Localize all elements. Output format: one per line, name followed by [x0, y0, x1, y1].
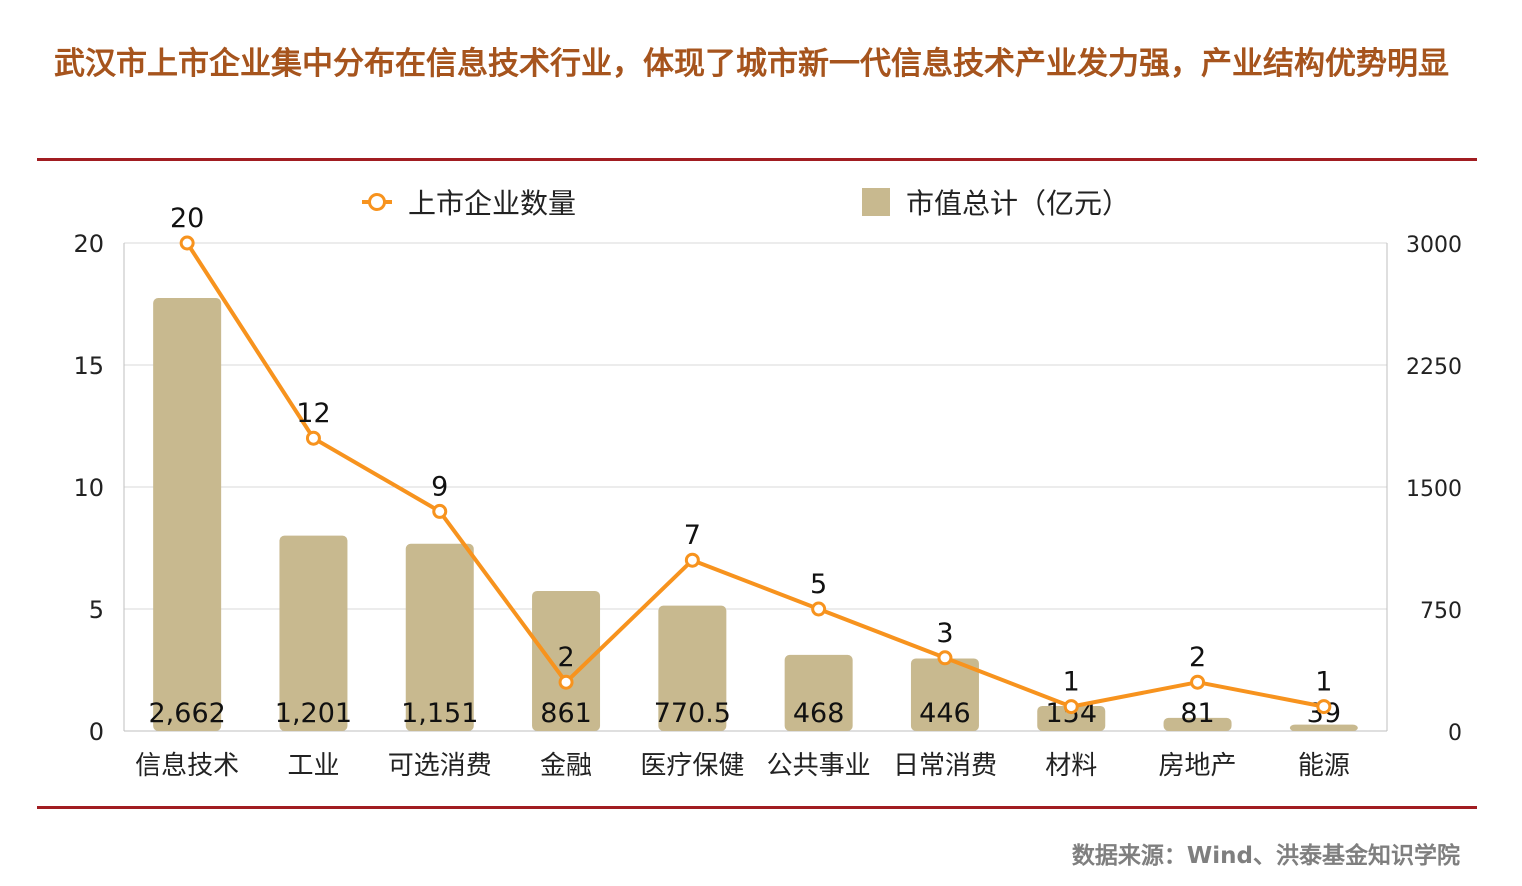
y-right-tick-label: 750: [1420, 599, 1462, 624]
y-right-tick-label: 2250: [1406, 355, 1462, 380]
y-left-tick-label: 0: [89, 718, 104, 746]
y-left-tick-label: 15: [73, 352, 104, 380]
bar-公共事业: [784, 654, 853, 731]
line-point-金融: [558, 674, 574, 690]
bar-金融: [532, 590, 601, 731]
bar-材料: [1037, 705, 1106, 731]
bar-value-label: 2,662: [149, 698, 226, 729]
bar-value-label: 468: [793, 698, 845, 729]
line-value-label: 3: [936, 618, 953, 649]
line-value-label: 5: [810, 569, 827, 600]
line-point-可选消费: [432, 503, 448, 519]
y-left-tick-label: 10: [73, 474, 104, 502]
data-source-note: 数据来源：Wind、洪泰基金知识学院: [1071, 843, 1460, 869]
line-value-label: 20: [170, 203, 204, 234]
line-value-label: 12: [296, 398, 330, 429]
line-point-信息技术: [179, 235, 195, 251]
bar-日常消费: [910, 658, 979, 731]
chart-headline: 武汉市上市企业集中分布在信息技术行业，体现了城市新一代信息技术产业发力强，产业结…: [54, 46, 1449, 82]
y-right-tick-label: 0: [1448, 721, 1462, 746]
line-value-label: 9: [431, 471, 448, 502]
line-point-材料: [1063, 699, 1079, 715]
bar-信息技术: [153, 297, 222, 731]
legend-line-marker-icon: [362, 187, 392, 217]
bar-value-label: 446: [919, 698, 971, 729]
x-tick-label: 能源: [1298, 751, 1350, 781]
bar-医疗保健: [658, 605, 727, 731]
x-tick-label: 工业: [287, 751, 339, 781]
bar-可选消费: [405, 543, 474, 731]
x-tick-label: 医疗保健: [640, 751, 744, 781]
y-left-tick-label: 5: [89, 596, 104, 624]
line-point-医疗保健: [684, 552, 700, 568]
legend-line-series: 上市企业数量: [362, 180, 576, 224]
line-value-label: 1: [1063, 667, 1080, 698]
top-divider: [37, 158, 1477, 161]
x-tick-label: 金融: [540, 751, 592, 781]
legend-line-label: 上市企业数量: [408, 187, 577, 220]
bar-能源: [1289, 724, 1358, 731]
bar-value-label: 81: [1180, 698, 1214, 729]
line-point-日常消费: [937, 650, 953, 666]
x-tick-label: 公共事业: [767, 751, 871, 781]
bar-房地产: [1163, 717, 1232, 731]
line-value-label: 1: [1315, 667, 1332, 698]
line-series-path: [185, 241, 1325, 709]
line-point-公共事业: [811, 601, 827, 617]
bottom-divider: [37, 806, 1477, 809]
x-tick-label: 房地产: [1159, 751, 1237, 781]
x-tick-label: 信息技术: [135, 751, 239, 781]
legend-bar-series: 市值总计（亿元）: [862, 180, 1130, 224]
y-right-tick-label: 1500: [1406, 477, 1462, 502]
x-tick-label: 材料: [1045, 751, 1097, 781]
legend-bar-swatch-icon: [862, 188, 890, 216]
bar-value-label: 770.5: [654, 698, 731, 729]
line-point-工业: [305, 430, 321, 446]
line-point-能源: [1316, 699, 1332, 715]
bar-value-label: 1,151: [401, 698, 478, 729]
line-value-label: 2: [1189, 642, 1206, 673]
x-tick-label: 日常消费: [893, 751, 997, 781]
bar-value-label: 861: [540, 698, 592, 729]
x-tick-label: 可选消费: [388, 751, 492, 781]
line-value-label: 7: [684, 520, 701, 551]
bar-value-label: 1,201: [275, 698, 352, 729]
y-right-tick-label: 3000: [1406, 233, 1462, 258]
line-point-房地产: [1190, 674, 1206, 690]
line-value-label: 2: [557, 642, 574, 673]
bar-工业: [279, 535, 348, 731]
y-left-tick-label: 20: [73, 230, 104, 258]
legend-bar-label: 市值总计（亿元）: [906, 187, 1131, 220]
